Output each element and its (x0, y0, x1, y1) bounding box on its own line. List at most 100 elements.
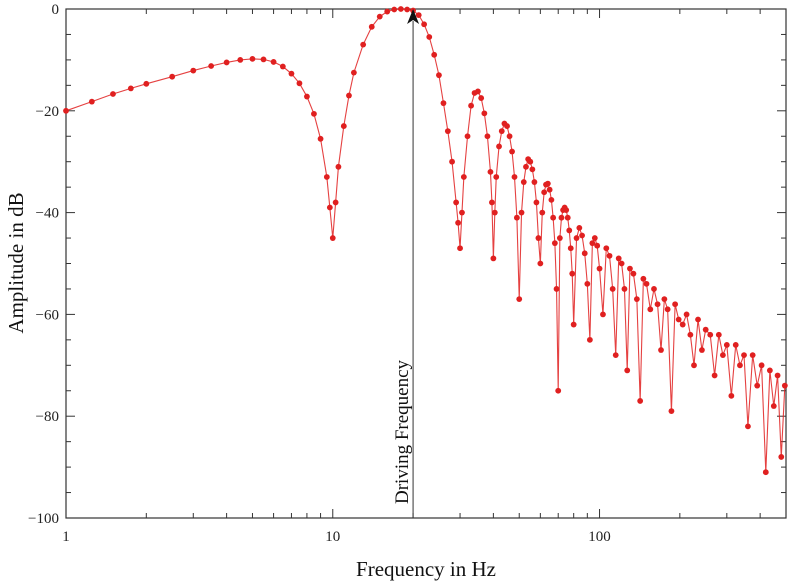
data-point (468, 102, 474, 109)
data-point (350, 69, 357, 76)
data-point (490, 255, 497, 262)
data-point (723, 342, 730, 348)
data-point (190, 67, 197, 74)
data-point (687, 331, 694, 338)
data-point (317, 135, 324, 142)
data-point (647, 306, 654, 313)
data-point (516, 296, 523, 303)
data-point (621, 286, 628, 292)
data-point (475, 88, 481, 95)
data-point (683, 311, 690, 318)
data-point (745, 423, 751, 430)
data-point (496, 143, 502, 150)
data-point (766, 367, 773, 374)
data-point (288, 70, 295, 77)
y-tick-label: −40 (36, 206, 59, 222)
data-point (758, 362, 765, 369)
data-point (624, 367, 631, 374)
data-point (63, 107, 69, 114)
data-point (537, 260, 544, 267)
data-point (637, 398, 644, 404)
data-point (208, 63, 215, 69)
data-point (444, 128, 451, 135)
data-point (541, 189, 548, 196)
data-point (579, 232, 585, 239)
data-point (498, 128, 505, 135)
data-point (531, 179, 538, 185)
data-point (360, 41, 367, 48)
data-point (618, 260, 625, 267)
data-point (143, 80, 150, 87)
x-tick-label: 1 (62, 529, 70, 545)
data-point (664, 306, 671, 313)
data-point (719, 352, 726, 359)
data-point (491, 209, 498, 216)
data-point (520, 179, 527, 185)
data-point (707, 331, 714, 338)
data-point (513, 214, 520, 221)
data-point (749, 352, 756, 359)
data-point (455, 219, 461, 226)
data-point (658, 347, 664, 353)
data-point (518, 209, 525, 216)
data-point (404, 6, 411, 13)
data-point (397, 6, 404, 12)
data-point (606, 252, 613, 259)
data-point (770, 403, 777, 409)
data-point (651, 286, 657, 292)
data-point (633, 296, 640, 303)
data-point (630, 270, 637, 277)
data-point (481, 110, 488, 117)
data-point (737, 362, 743, 369)
spectrum-series (63, 6, 788, 476)
data-point (640, 275, 647, 282)
data-point (594, 242, 601, 249)
data-point (643, 280, 650, 287)
data-point (564, 214, 571, 221)
x-tick-label: 10 (325, 529, 340, 545)
data-point (484, 133, 491, 140)
data-point (237, 57, 244, 63)
driving-frequency-annotation: Driving Frequency (392, 9, 420, 518)
data-point (88, 98, 95, 105)
data-point (326, 204, 333, 211)
data-point (570, 321, 577, 328)
data-point (567, 245, 574, 252)
data-point (384, 8, 391, 15)
data-point (695, 316, 701, 323)
data-point (523, 163, 529, 170)
axis-tick-labels: 1 10 100 0 −20 −40 −60 −80 −100 (28, 2, 611, 545)
x-axis-title: Frequency in Hz (356, 557, 496, 581)
data-point (487, 168, 494, 175)
data-point (270, 59, 277, 65)
data-point (762, 469, 769, 476)
data-point (556, 235, 563, 241)
data-point (675, 316, 682, 323)
data-point (529, 166, 536, 173)
data-point (127, 85, 134, 92)
data-point (627, 265, 633, 272)
data-point (368, 23, 375, 30)
plot-frame (65, 8, 787, 519)
data-point (323, 174, 330, 180)
data-point (464, 133, 471, 140)
data-point (573, 235, 580, 241)
data-point (426, 34, 433, 40)
data-point (453, 199, 460, 206)
data-point (440, 100, 447, 107)
data-point (603, 245, 610, 252)
data-point (544, 180, 551, 187)
data-point (460, 174, 467, 180)
data-point (591, 235, 598, 241)
data-point (615, 255, 622, 262)
data-point (576, 224, 583, 231)
data-point (296, 80, 303, 87)
y-tick-label: 0 (52, 2, 60, 18)
driving-frequency-label: Driving Frequency (392, 359, 413, 504)
data-point (563, 207, 570, 213)
data-point (661, 296, 668, 303)
data-point (449, 158, 455, 165)
data-point (569, 270, 576, 277)
data-point (600, 311, 606, 318)
